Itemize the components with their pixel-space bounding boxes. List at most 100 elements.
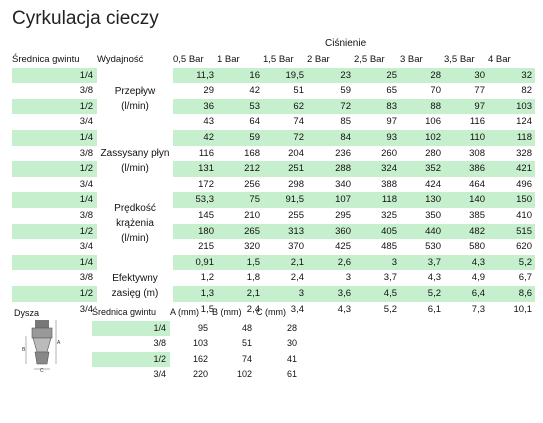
value-cell: 42 [173,129,217,146]
value-cell: 106 [425,116,441,128]
nozzle-value-cell: 61 [286,369,297,379]
nozzle-thread-cell: 1/2 [92,351,170,367]
value-cell: 2,4 [290,272,304,284]
nozzle-thread-cell: 3/8 [153,338,166,348]
value-cell: 64 [249,116,260,128]
table-row: 3/8 1,2 1,8 2,4 3 3,7 4,3 4,9 6,7 [12,270,535,286]
value-cell: 3 [345,272,351,284]
value-cell: 103 [488,98,535,115]
value-cell: 4,3 [337,303,351,315]
pressure-col-header: 4 Bar [488,54,511,65]
category-label: Efektywny zasięg (m) [97,255,173,317]
thread-cell: 3/4 [79,241,93,253]
pressure-col-header: 3,5 Bar [444,54,475,65]
value-cell: 251 [263,161,307,177]
value-cell: 168 [244,147,260,159]
value-cell: 131 [173,161,217,177]
value-cell: 150 [488,192,535,208]
header-row: Średnica gwintu Wydajność 0,5 Bar 1 Bar … [12,52,535,68]
category-label-line: Efektywny [112,272,158,284]
table-row: 1/4 Przepływ (l/min) 11,3 16 19,5 23 25 28 30 32 [12,67,535,112]
table-row: 1/4 Prędkość krążenia (l/min) 53,3 75 91,5 107 1… [12,192,535,244]
thread-cell: 1/2 [12,161,97,177]
value-cell: 172 [198,178,214,190]
category-label-line: (l/min) [121,163,149,175]
value-cell: 29 [203,85,214,97]
value-cell: 3,7 [383,272,397,284]
value-cell: 97 [386,116,397,128]
value-cell: 360 [307,223,354,240]
value-cell: 6,1 [427,303,441,315]
value-cell: 410 [516,209,532,221]
table-row: 3/4 1,5 2,4 3,4 4,3 5,2 6,1 7,3 10,1 [12,302,535,318]
value-cell: 386 [444,161,488,177]
pressure-col-header: 1 Bar [217,54,240,65]
table-row: 1/2 36 53 62 72 83 88 97 103 [12,98,535,115]
value-cell: 212 [217,161,263,177]
value-cell: 496 [516,178,532,190]
value-cell: 82 [521,85,532,97]
nozzle-value-cell: 102 [236,369,252,379]
category-label-line: zasięg (m) [111,287,159,299]
value-cell: 530 [425,241,441,253]
value-cell: 93 [354,129,400,146]
value-cell: 1,2 [200,272,214,284]
value-cell: 59 [340,85,351,97]
value-cell: 10,1 [513,303,533,315]
value-cell: 298 [288,178,304,190]
value-cell: 256 [244,178,260,190]
value-cell: 42 [249,85,260,97]
value-cell: 3,7 [400,254,444,271]
diagram-letter-c: C [40,368,44,372]
value-cell: 145 [198,209,214,221]
table-row: 3/4 172 256 298 340 388 424 464 496 [12,177,535,193]
value-cell: 30 [444,67,488,84]
value-cell: 3,4 [290,303,304,315]
nozzle-thread-header: Średnica gwintu [92,307,157,317]
value-cell: 72 [307,98,354,115]
value-cell: 2,4 [246,303,260,315]
value-cell: 7,3 [471,303,485,315]
value-cell: 320 [244,241,260,253]
thread-cell: 1/4 [12,254,97,271]
value-cell: 118 [354,192,400,208]
table-row: 3/8 29 42 51 59 65 70 77 82 [12,83,535,99]
nozzle-row: 1/2 162 74 41 [92,351,301,367]
value-cell: 482 [444,223,488,240]
thread-cell: 3/8 [79,147,93,159]
value-cell: 424 [425,178,441,190]
nozzle-value-cell: 28 [286,322,297,333]
value-cell: 72 [263,129,307,146]
nozzle-row: 1/4 95 48 28 [92,320,301,336]
value-cell: 2,6 [307,254,354,271]
table-row: 1/2 131 212 251 288 324 352 386 421 [12,161,535,177]
value-cell: 340 [335,178,351,190]
category-label-line: (l/min) [121,233,149,245]
value-cell: 308 [469,147,485,159]
nozzle-diagram-icon: A B C [22,320,61,372]
value-cell: 19,5 [263,67,307,84]
value-cell: 370 [288,241,304,253]
category-label: Prędkość krążenia (l/min) [97,192,173,254]
value-cell: 236 [335,147,351,159]
value-cell: 118 [488,129,535,146]
nozzle-value-cell: 30 [286,338,297,348]
value-cell: 2,1 [217,285,263,302]
nozzle-value-cell: 220 [192,369,208,379]
pressure-header: Ciśnienie [325,38,367,49]
thread-cell: 1/2 [12,98,97,115]
value-cell: 5,2 [400,285,444,302]
value-cell: 210 [244,209,260,221]
value-cell: 580 [469,241,485,253]
nozzle-row: 3/4 220 102 61 [92,367,301,383]
page-title: Cyrkulacja cieczy [12,8,159,29]
value-cell: 464 [469,178,485,190]
value-cell: 5,2 [383,303,397,315]
value-cell: 140 [444,192,488,208]
value-cell: 515 [488,223,535,240]
value-cell: 4,3 [444,254,488,271]
value-cell: 295 [335,209,351,221]
nozzle-value-cell: 48 [241,322,252,333]
pressure-col-header: 2 Bar [307,54,330,65]
value-cell: 116 [469,116,485,128]
